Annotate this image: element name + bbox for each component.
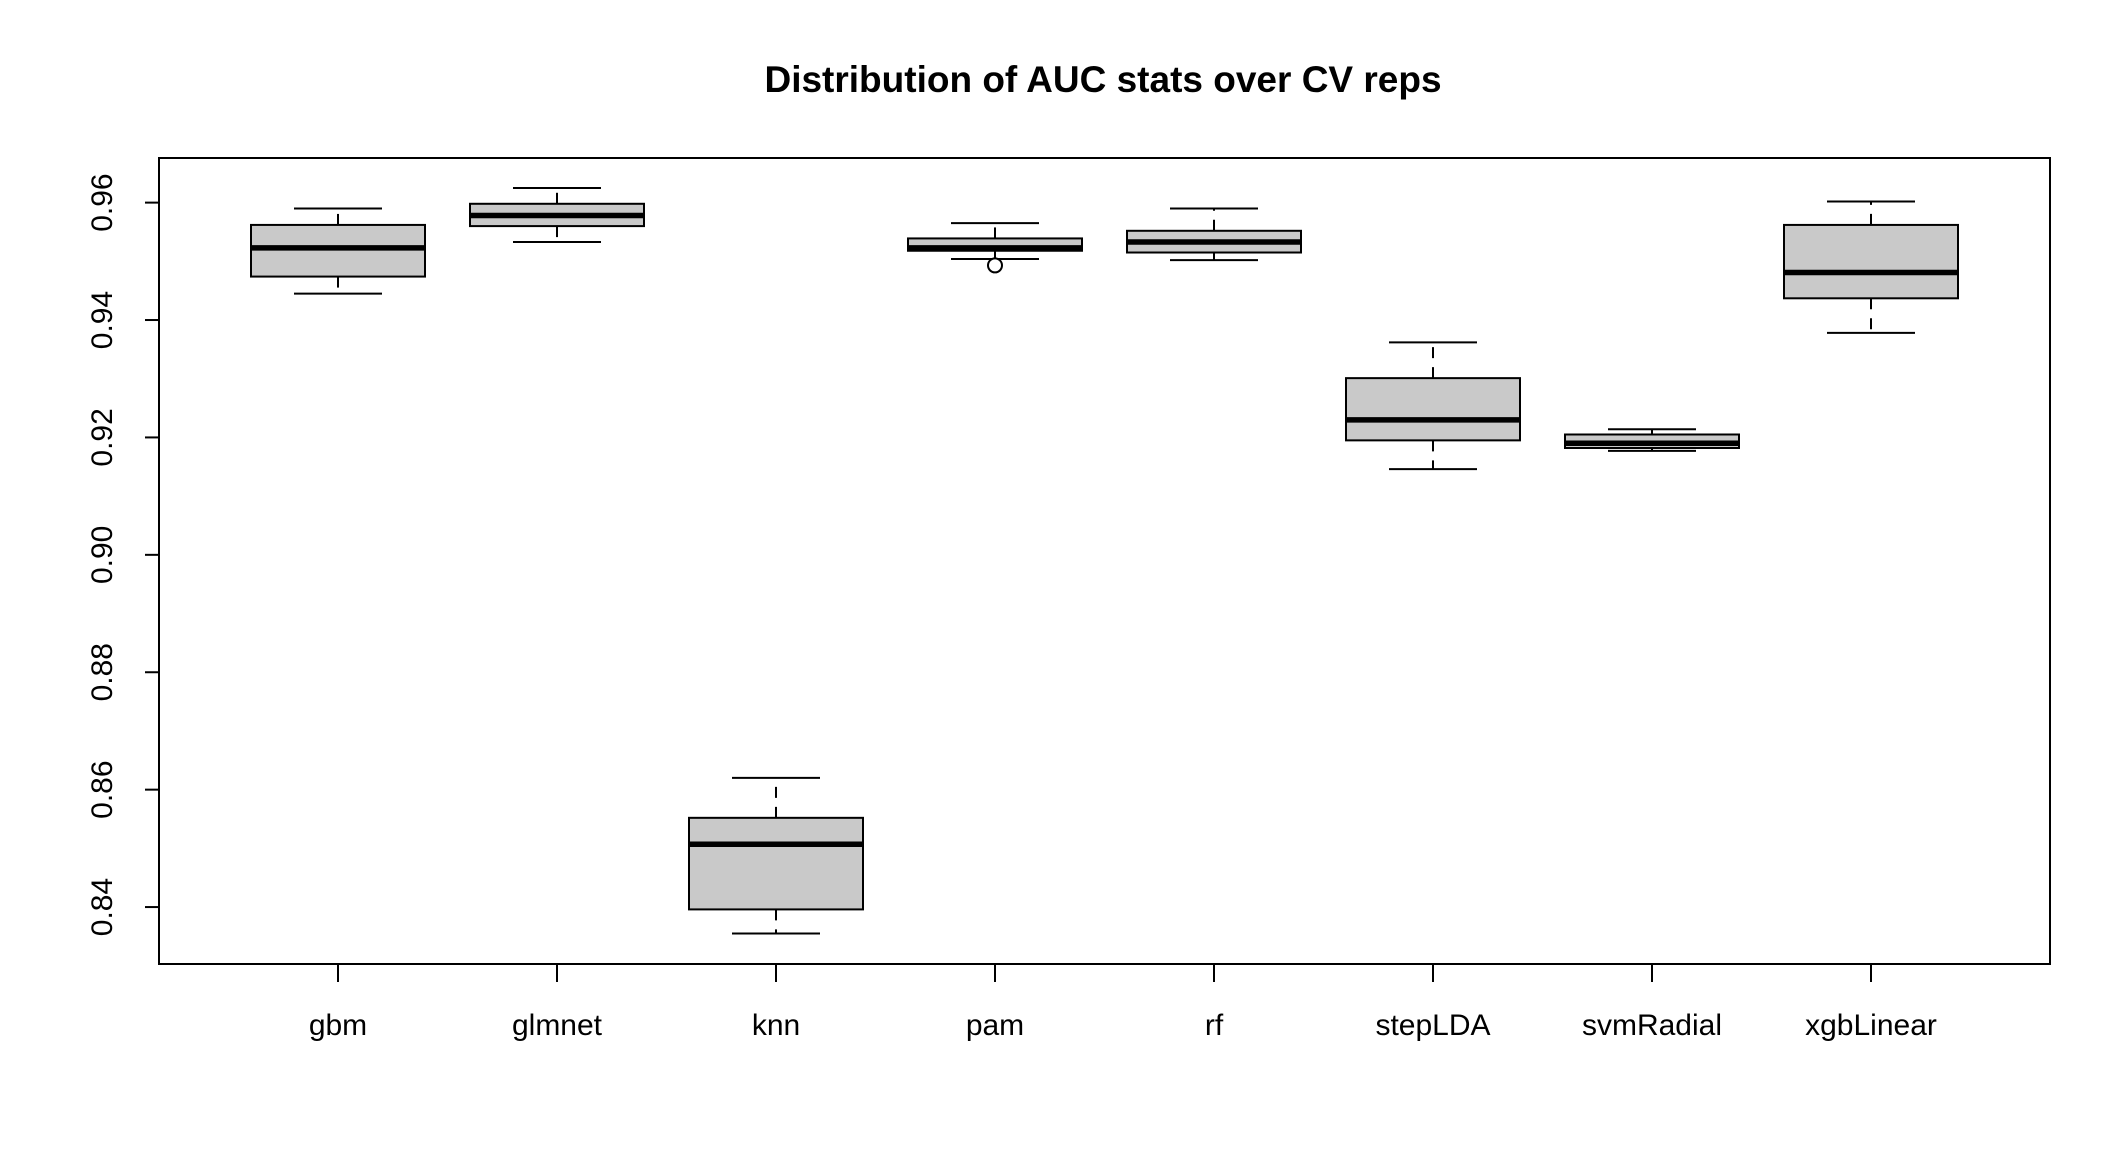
box-pam [907,222,1083,274]
box-iqr [688,816,864,911]
box-rf [1126,207,1302,262]
x-tick-label: xgbLinear [1805,1009,1937,1042]
x-tick-label: svmRadial [1582,1009,1722,1042]
box-iqr [1783,223,1959,300]
x-axis: gbm glmnet knn pam rf stepLDA svmRadial xgbLine… [309,964,1937,1042]
plot-frame [158,157,2051,965]
y-axis: 0.84 0.86 0.88 0.90 0.92 0.94 0.96 [86,173,159,936]
y-tick-label: 0.90 [86,526,119,584]
x-tick-label: gbm [309,1009,367,1042]
box-xgbLinear [1783,200,1959,334]
y-tick-label: 0.92 [86,408,119,466]
y-tick-label: 0.96 [86,173,119,231]
x-tick-label: stepLDA [1375,1009,1490,1042]
y-tick-label: 0.86 [86,760,119,818]
box-glmnet [469,186,645,243]
chart-title: Distribution of AUC stats over CV reps [764,59,1441,100]
x-tick-label: knn [752,1009,800,1042]
y-tick-label: 0.94 [86,291,119,349]
box-svmRadial [1564,428,1740,452]
x-tick-label: rf [1205,1009,1224,1042]
x-tick-label: pam [966,1009,1024,1042]
box-gbm [250,207,426,295]
box-stepLDA [1345,341,1521,471]
y-tick-label: 0.84 [86,878,119,936]
y-tick-label: 0.88 [86,643,119,701]
x-tick-label: glmnet [512,1009,603,1042]
box-knn [688,776,864,935]
box-iqr [250,223,426,278]
outlier-point [987,257,1003,274]
box-iqr [1345,377,1521,442]
boxes-layer [250,186,1959,935]
